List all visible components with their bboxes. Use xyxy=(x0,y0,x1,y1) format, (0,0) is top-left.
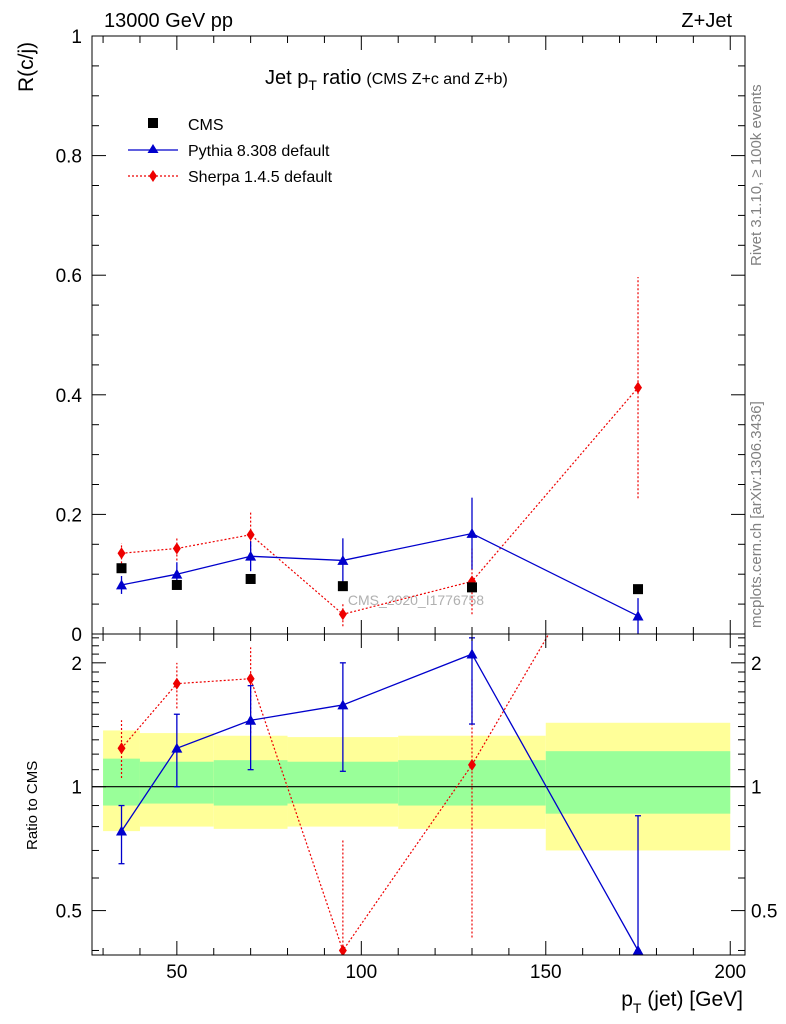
sherpa-point-5 xyxy=(634,381,643,394)
pythia-ratio-point-3 xyxy=(337,699,349,710)
top-ytick-label-4: 0.8 xyxy=(56,147,82,168)
pythia-ratio-point-5 xyxy=(632,944,644,955)
band-inner-5 xyxy=(545,751,731,814)
pythia-point-3 xyxy=(337,554,349,565)
xlabel-sub: T xyxy=(633,1000,642,1016)
header-right: Z+Jet xyxy=(681,10,732,32)
pythia-ratio-point-0 xyxy=(116,825,128,836)
xlabel: pT (jet) [GeV] xyxy=(621,988,743,1016)
sherpa-point-1 xyxy=(172,542,181,555)
bot-ytick-label-left-2: 2 xyxy=(71,654,82,675)
top-ytick-label-2: 0.4 xyxy=(56,386,83,407)
legend: CMS Pythia 8.308 default Sherpa 1.4.5 de… xyxy=(128,117,333,186)
sherpa-ratio-point-0 xyxy=(117,742,126,755)
top-ytick-label-3: 0.6 xyxy=(56,266,82,287)
rivet-label: Rivet 3.1.10, ≥ 100k events xyxy=(748,84,765,266)
pythia-line xyxy=(121,532,639,617)
top-ytick-label-1: 0.2 xyxy=(56,505,82,526)
xtick-label-0: 50 xyxy=(166,962,187,983)
legend-marker-cms xyxy=(148,118,158,128)
pythia-point-0 xyxy=(116,579,128,590)
pythia-ratio-point-2 xyxy=(245,714,257,725)
pythia-point-1 xyxy=(171,568,183,579)
xtick-label-2: 150 xyxy=(530,962,562,983)
cms-point-2 xyxy=(245,573,256,584)
legend-marker-pythia xyxy=(147,144,159,153)
top-ytick-label-5: 1 xyxy=(71,27,82,48)
xlabel-rest: (jet) [GeV] xyxy=(641,988,743,1011)
xlabel-main: p xyxy=(621,988,633,1011)
legend-label-pythia: Pythia 8.308 default xyxy=(188,143,330,160)
pythia-ratio-line xyxy=(120,653,639,951)
plot-title: Jet pT ratio (CMS Z+c and Z+b) xyxy=(265,67,508,93)
legend-label-cms: CMS xyxy=(188,117,224,134)
band-inner-0 xyxy=(103,758,140,806)
bot-ytick-label-right-0: 0.5 xyxy=(751,902,777,923)
top-ylabel: R(c/j) xyxy=(15,42,38,92)
sherpa-line xyxy=(121,387,639,615)
sherpa-ratio-point-3 xyxy=(338,944,347,955)
top-ytick-label-0: 0 xyxy=(71,625,82,646)
cms-point-5 xyxy=(633,584,644,595)
header-left: 13000 GeV pp xyxy=(104,10,233,32)
bot-ytick-label-right-2: 2 xyxy=(751,654,762,675)
pythia-ratio-point-1 xyxy=(171,742,183,753)
xtick-label-3: 200 xyxy=(714,962,746,983)
xtick-label-1: 100 xyxy=(345,962,377,983)
bot-ytick-label-left-0: 0.5 xyxy=(56,902,82,923)
pythia-point-2 xyxy=(245,550,257,561)
cms-point-0 xyxy=(116,563,127,574)
sherpa-ratio-point-4 xyxy=(467,758,476,771)
cms-point-1 xyxy=(171,579,182,590)
bot-ytick-label-right-1: 1 xyxy=(751,778,762,799)
bottom-ylabel: Ratio to CMS xyxy=(24,761,41,850)
mcplots-label: mcplots.cern.ch [arXiv:1306.3436] xyxy=(748,401,765,628)
sherpa-point-0 xyxy=(117,547,126,560)
title-main: Jet p xyxy=(265,67,308,89)
title-note: (CMS Z+c and Z+b) xyxy=(366,71,507,88)
sherpa-point-2 xyxy=(246,528,255,541)
watermark: CMS_2020_I1776758 xyxy=(348,592,484,608)
legend-marker-sherpa xyxy=(149,170,157,182)
sherpa-point-3 xyxy=(338,608,347,621)
sherpa-ratio-point-2 xyxy=(246,672,255,685)
title-rest: ratio xyxy=(317,67,361,89)
title-sub: T xyxy=(308,77,317,93)
bot-ytick-label-left-1: 1 xyxy=(71,778,82,799)
pythia-point-5 xyxy=(632,610,644,621)
sherpa-ratio-point-1 xyxy=(172,677,181,690)
cms-point-4 xyxy=(466,582,477,593)
cms-point-3 xyxy=(337,581,348,592)
legend-label-sherpa: Sherpa 1.4.5 default xyxy=(188,169,333,186)
bottom-panel-frame xyxy=(91,633,746,956)
pythia-point-4 xyxy=(466,528,478,538)
pythia-ratio-point-4 xyxy=(466,648,478,659)
